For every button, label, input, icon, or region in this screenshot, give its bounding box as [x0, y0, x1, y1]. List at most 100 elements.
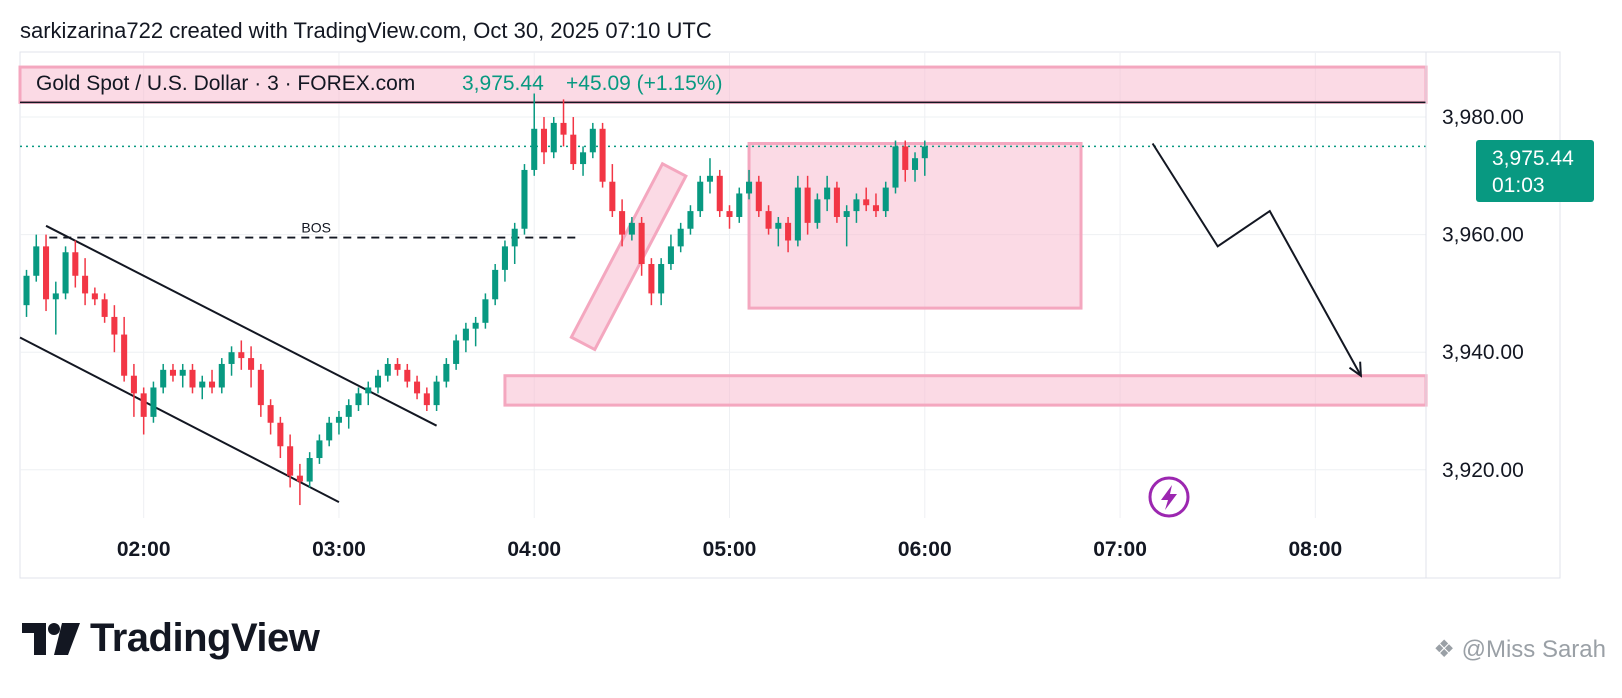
candle [550, 117, 557, 159]
candle-body [462, 328, 469, 341]
candle-body [306, 458, 313, 482]
candle-body [892, 146, 899, 188]
candle-body [746, 181, 753, 194]
candle-body [296, 475, 303, 482]
candle [121, 316, 128, 382]
candle [687, 205, 694, 235]
x-tick-label: 04:00 [507, 538, 561, 561]
candle [33, 234, 40, 282]
candle [902, 140, 909, 182]
candle [316, 434, 323, 464]
social-logo-icon: ❖ [1433, 636, 1462, 663]
candle [433, 375, 440, 411]
candle [169, 363, 176, 382]
candle [804, 175, 811, 235]
y-tick-label: 3,920.00 [1442, 459, 1524, 482]
candle-body [189, 369, 196, 388]
candle [765, 205, 772, 235]
candle-body [531, 128, 538, 170]
candle [52, 281, 59, 335]
candle-body [277, 422, 284, 447]
replay-icon[interactable] [1148, 476, 1190, 518]
candle [599, 122, 606, 188]
candle-body [23, 275, 30, 306]
candle [619, 199, 626, 247]
legend-symbol[interactable]: Gold Spot / U.S. Dollar · 3 · FOREX.com [36, 72, 415, 95]
candle-body [91, 293, 98, 300]
candle-body [492, 269, 499, 300]
candle [911, 152, 919, 182]
demand-zone [503, 374, 1428, 407]
candle [72, 240, 79, 288]
candle-body [521, 169, 528, 229]
candle [199, 375, 206, 400]
candle-body [833, 187, 840, 217]
channel-lower-line [19, 336, 340, 504]
candle-body [765, 211, 772, 229]
last-price-tag-value: 3,975.44 [1492, 147, 1574, 170]
candle [746, 169, 753, 200]
candle-body [316, 440, 323, 459]
candle [716, 169, 723, 217]
brand-logo[interactable]: TradingView [22, 616, 320, 661]
candle [248, 346, 255, 388]
candle-body [140, 393, 147, 417]
candle [814, 193, 821, 229]
candle-body [218, 363, 225, 388]
candle-body [335, 416, 342, 423]
candle-body [863, 199, 870, 206]
candle-body [580, 152, 587, 165]
candle-body [755, 181, 762, 212]
candle [453, 334, 460, 370]
candle-body [433, 381, 440, 406]
candle [257, 363, 264, 417]
candle [658, 258, 665, 306]
candle-body [326, 422, 333, 441]
candle [872, 193, 879, 217]
candle-body [785, 222, 792, 241]
candle-body [775, 222, 782, 229]
candle-body [804, 187, 811, 223]
candle-body [150, 387, 157, 417]
candle-body [111, 316, 118, 335]
candle-body [726, 211, 733, 217]
candle [355, 387, 362, 411]
candle [882, 181, 889, 217]
drawing-lines: BOS [19, 101, 1426, 504]
chart-overlay [1151, 142, 1363, 378]
candle-body [374, 375, 382, 388]
candlestick-series [23, 93, 928, 506]
bull-flag-channel [569, 161, 688, 352]
candle [365, 381, 372, 406]
candle-body [414, 381, 421, 394]
candle-body [609, 181, 616, 212]
candle [277, 416, 284, 459]
candle [130, 363, 137, 417]
candle-body [472, 322, 479, 329]
candle [794, 175, 801, 247]
tradingview-logo-icon [22, 622, 80, 655]
chart-frame [19, 51, 1561, 579]
candle [589, 122, 596, 159]
candle-body [589, 128, 596, 153]
candle-body [843, 211, 850, 217]
candle [824, 175, 831, 212]
forecast-path [1151, 142, 1362, 377]
candle-body [384, 363, 391, 376]
candle [150, 381, 157, 423]
candle [326, 416, 333, 447]
candle-body [160, 369, 167, 388]
candle-body [33, 246, 40, 276]
x-tick-label: 03:00 [312, 538, 366, 561]
legend-change: +45.09 (+1.15%) [566, 72, 722, 95]
candle-body [257, 369, 264, 406]
candle-body [208, 381, 216, 388]
candle-body [423, 393, 430, 406]
candle [531, 93, 538, 176]
y-tick-label: 3,940.00 [1442, 341, 1524, 364]
candle [179, 363, 186, 388]
candle-body [82, 275, 89, 294]
candle-body [667, 246, 674, 265]
candle-body [199, 381, 206, 388]
